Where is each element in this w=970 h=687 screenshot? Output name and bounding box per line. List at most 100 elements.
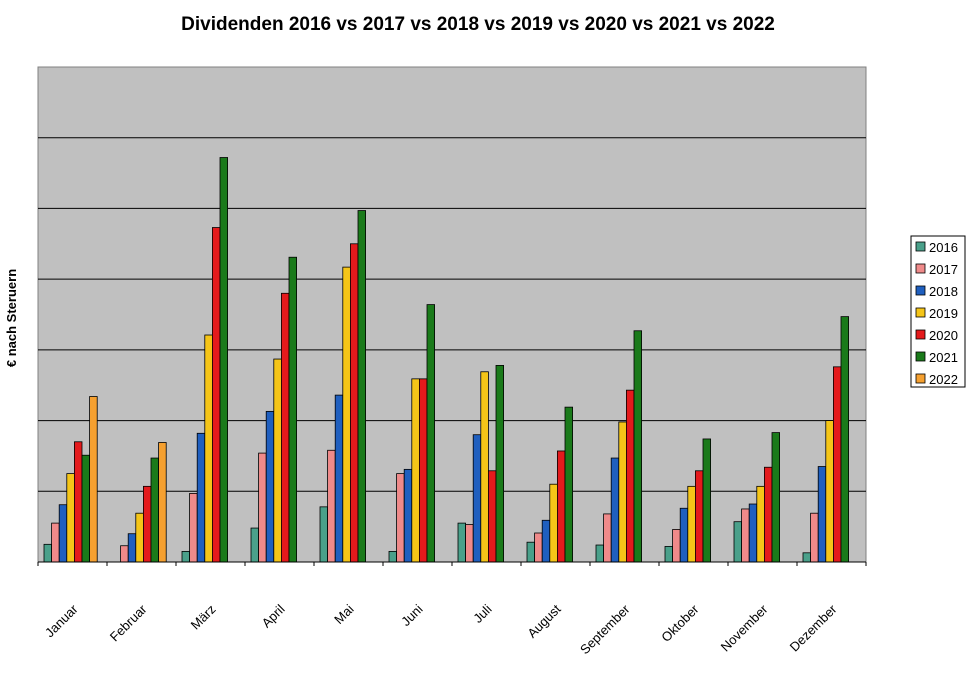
- bar-2019-dezember: [825, 420, 834, 563]
- bar-2021-april: [288, 256, 297, 563]
- legend-label-2021: 2021: [929, 350, 958, 365]
- bar-2017-mai: [327, 449, 336, 563]
- bar-2017-september: [603, 513, 612, 563]
- x-tick-label: September: [577, 601, 633, 657]
- bar-2020-september: [626, 389, 635, 563]
- bar-2017-februar: [120, 545, 129, 563]
- bar-2018-september: [610, 457, 620, 563]
- legend-label-2022: 2022: [929, 372, 958, 387]
- bar-2016-juni: [388, 550, 397, 563]
- bar-2019-oktober: [687, 485, 696, 563]
- bar-2019-august: [549, 483, 558, 563]
- legend: 2016 2017 2018 2019 2020 2021 2022: [910, 235, 966, 388]
- bar-2016-september: [595, 544, 604, 563]
- bar-2018-mai: [334, 394, 344, 563]
- bar-2021-oktober: [702, 438, 711, 563]
- legend-label-2019: 2019: [929, 306, 958, 321]
- bar-2016-januar: [43, 543, 52, 563]
- bar-2017-november: [741, 508, 750, 563]
- bar-2016-dezember: [802, 552, 811, 563]
- bar-2021-märz: [219, 157, 228, 563]
- x-tick-label: November: [718, 601, 771, 654]
- bar-2018-august: [541, 519, 551, 563]
- bar-2018-oktober: [679, 507, 689, 563]
- bar-2020-dezember: [833, 366, 842, 563]
- bar-2019-september: [618, 421, 627, 563]
- bar-2016-juli: [457, 522, 466, 563]
- bar-2021-juni: [426, 304, 435, 563]
- x-tick-label: Juni: [398, 601, 426, 629]
- bar-2021-september: [633, 330, 642, 563]
- x-tick-label: Januar: [42, 601, 81, 640]
- legend-swatch-2021: [915, 351, 926, 362]
- bar-2020-juli: [487, 470, 497, 563]
- bar-2020-mai: [349, 243, 359, 563]
- bar-2021-juli: [495, 365, 504, 563]
- x-tick-label: August: [524, 601, 563, 640]
- bar-2017-juli: [465, 524, 474, 563]
- bar-2020-märz: [211, 227, 221, 563]
- x-tick-label: Oktober: [658, 601, 702, 645]
- legend-swatch-2019: [915, 307, 926, 318]
- x-tick-label: April: [259, 601, 288, 630]
- grid-lines: [38, 137, 866, 492]
- bar-2017-dezember: [810, 512, 819, 563]
- chart-title: Dividenden 2016 vs 2017 vs 2018 vs 2019 …: [181, 14, 775, 35]
- bar-2021-november: [771, 432, 780, 563]
- x-tick-label: Dezember: [787, 601, 840, 654]
- bar-2021-mai: [357, 210, 366, 563]
- bar-2018-juli: [472, 434, 482, 563]
- bar-2019-juli: [480, 371, 489, 563]
- x-tick-labels: Januar Februar März April Mai Juni Juli August S…: [42, 601, 840, 657]
- bar-2016-november: [733, 521, 742, 563]
- bar-2016-april: [250, 527, 259, 563]
- bar-2022-januar: [89, 396, 98, 563]
- bar-2018-april: [265, 410, 275, 563]
- bar-2019-november: [756, 485, 765, 563]
- bar-2018-märz: [196, 432, 206, 563]
- bar-2017-august: [534, 532, 543, 563]
- bar-2018-juni: [403, 468, 413, 563]
- bar-2019-mai: [342, 266, 351, 563]
- bar-2019-juni: [411, 378, 420, 563]
- bar-2018-november: [748, 503, 758, 563]
- x-tick-label: Mai: [331, 601, 356, 626]
- x-tick-label: Juli: [470, 601, 494, 625]
- bar-2017-juni: [396, 473, 405, 563]
- bar-2018-februar: [127, 533, 137, 563]
- legend-swatch-2022: [915, 373, 926, 384]
- x-axis: [37, 561, 867, 566]
- x-tick-label: Februar: [107, 601, 150, 644]
- bars: [43, 157, 849, 563]
- bar-2017-märz: [189, 493, 198, 563]
- bar-2017-april: [258, 452, 267, 563]
- bar-2020-august: [557, 450, 566, 563]
- legend-label-2016: 2016: [929, 240, 958, 255]
- x-tick-label: März: [188, 602, 219, 633]
- y-axis-label: € nach Steruern: [4, 269, 19, 367]
- bar-2019-märz: [204, 334, 213, 563]
- legend-swatch-2018: [915, 285, 926, 296]
- bar-2021-januar: [81, 454, 90, 563]
- bar-2020-januar: [74, 441, 83, 563]
- legend-label-2018: 2018: [929, 284, 958, 299]
- legend-swatch-2017: [915, 263, 926, 274]
- bar-2020-juni: [418, 378, 428, 563]
- bar-2016-mai: [319, 506, 328, 563]
- bar-2016-august: [526, 541, 535, 563]
- bar-2020-april: [280, 292, 290, 563]
- bar-2016-oktober: [664, 546, 673, 563]
- legend-swatch-2016: [915, 241, 926, 252]
- bar-2019-februar: [135, 512, 144, 563]
- bar-2021-dezember: [840, 316, 849, 563]
- bar-2022-februar: [158, 442, 167, 563]
- bar-2017-oktober: [672, 529, 681, 563]
- bar-2020-november: [764, 466, 773, 563]
- bar-2019-januar: [66, 473, 75, 563]
- bar-2021-august: [564, 406, 573, 563]
- legend-label-2017: 2017: [929, 262, 958, 277]
- bar-2021-februar: [150, 457, 159, 563]
- bar-2016-märz: [181, 550, 190, 563]
- bar-2018-dezember: [817, 466, 827, 563]
